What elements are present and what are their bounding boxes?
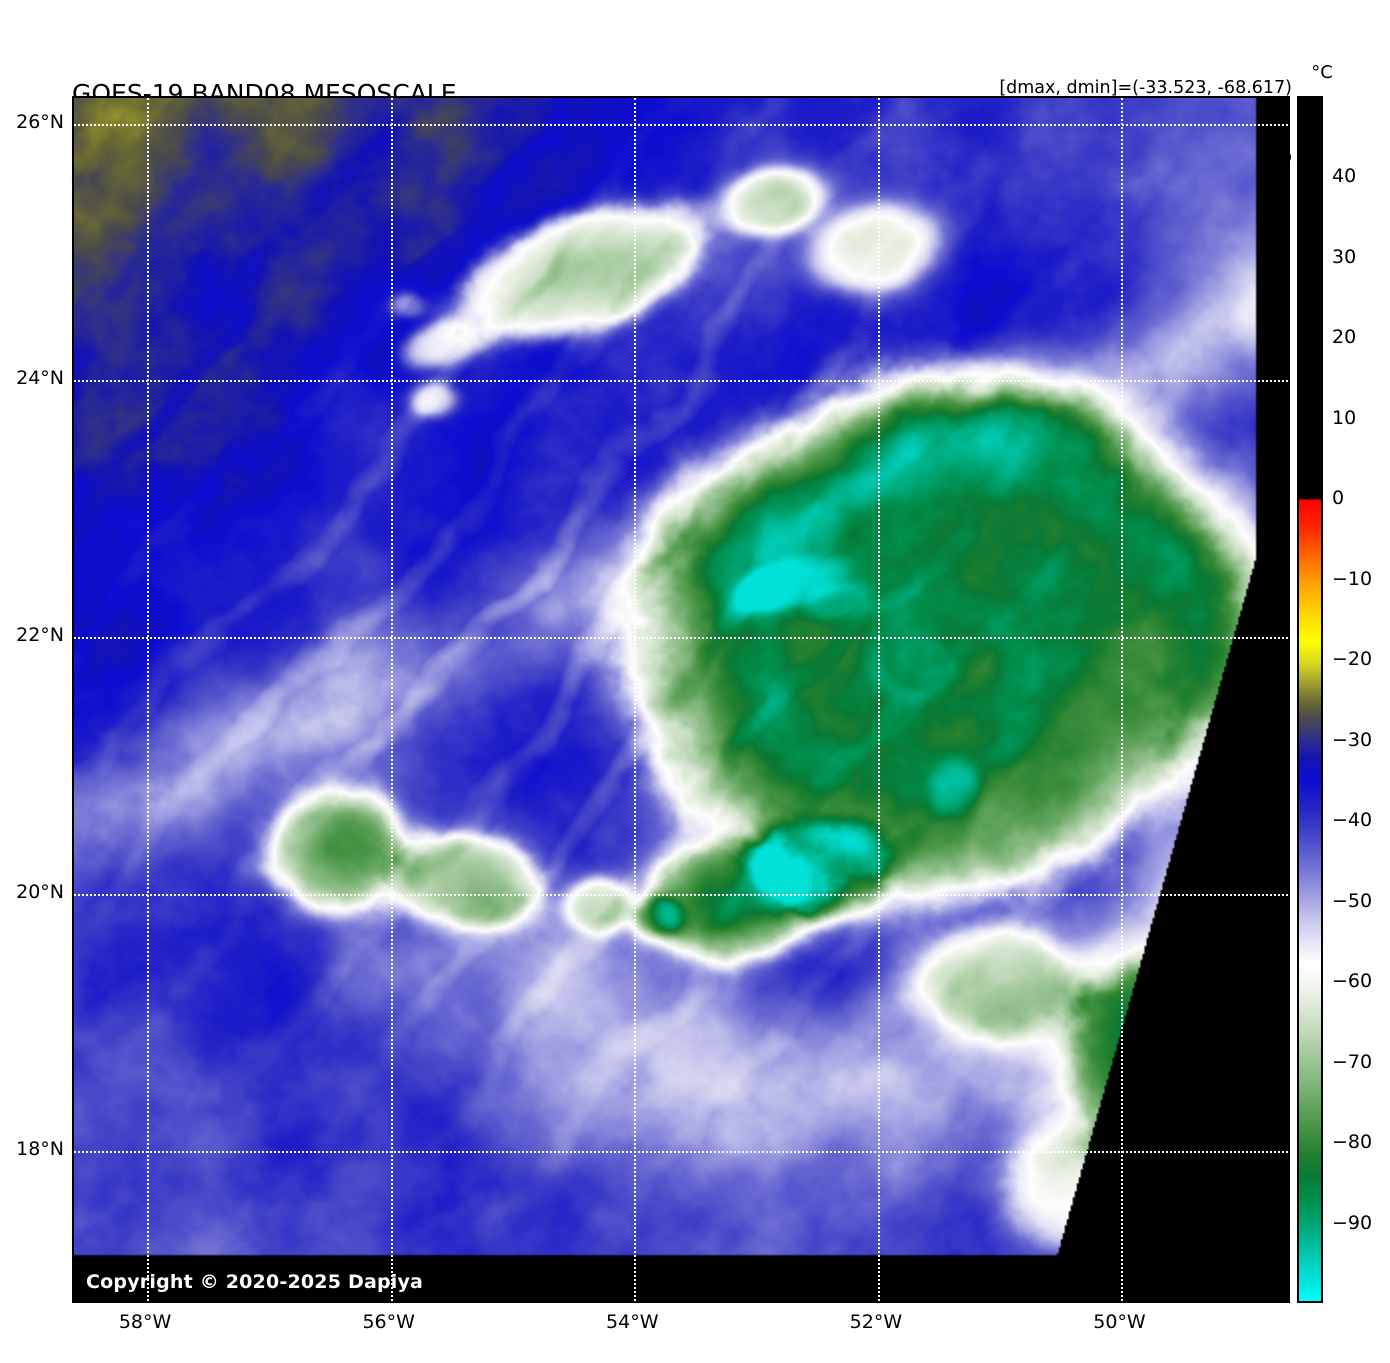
colorbar-tick-label: 40 bbox=[1332, 165, 1357, 188]
colorbar-tick-label: −40 bbox=[1332, 809, 1373, 832]
longitude-tick-label: 54°W bbox=[606, 1311, 659, 1333]
colorbar-tick-label: −90 bbox=[1332, 1211, 1373, 1234]
colorbar-tick-label: −60 bbox=[1332, 970, 1373, 993]
latitude-tick-label: 22°N bbox=[16, 624, 64, 647]
satellite-infrared-imagery bbox=[74, 98, 1288, 1301]
colorbar-unit-label: °C bbox=[1311, 62, 1333, 83]
latitude-tick-label: 20°N bbox=[16, 881, 64, 904]
colorbar-tick-label: −20 bbox=[1332, 648, 1373, 671]
colorbar-tick-label: −50 bbox=[1332, 889, 1373, 912]
colorbar-tick-label: −70 bbox=[1332, 1050, 1373, 1073]
longitude-tick-label: 58°W bbox=[118, 1311, 172, 1333]
copyright-label: Copyright © 2020-2025 Dapiya bbox=[86, 1271, 424, 1293]
temperature-colorbar[interactable] bbox=[1297, 96, 1323, 1303]
colorbar-tick-label: 10 bbox=[1332, 406, 1357, 429]
latitude-tick-label: 24°N bbox=[16, 367, 64, 390]
colorbar-tick-label: −30 bbox=[1332, 728, 1373, 751]
colorbar-tick-label: 0 bbox=[1332, 487, 1345, 510]
longitude-tick-label: 50°W bbox=[1093, 1311, 1146, 1333]
latitude-tick-label: 18°N bbox=[16, 1137, 64, 1160]
dmax-dmin-label: [dmax, dmin]=(-33.523, -68.617) bbox=[999, 78, 1292, 98]
colorbar-tick-label: 30 bbox=[1332, 245, 1357, 268]
longitude-tick-label: 56°W bbox=[362, 1311, 415, 1333]
colorbar-tick-label: 20 bbox=[1332, 326, 1357, 349]
colorbar-tick-label: −10 bbox=[1332, 567, 1373, 590]
satellite-image-panel[interactable]: Copyright © 2020-2025 Dapiya bbox=[72, 96, 1290, 1303]
latitude-tick-label: 26°N bbox=[16, 110, 64, 133]
colorbar-tick-label: −80 bbox=[1332, 1131, 1373, 1154]
longitude-tick-label: 52°W bbox=[849, 1311, 903, 1333]
